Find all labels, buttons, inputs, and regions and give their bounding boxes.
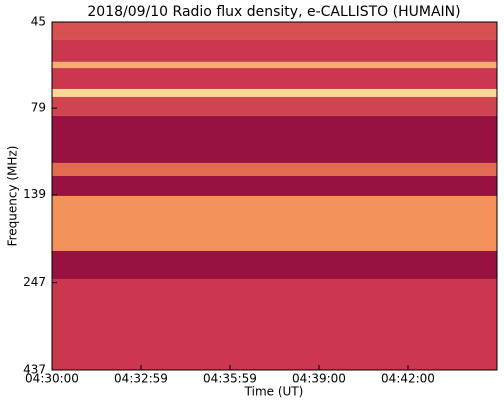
x-tick-label: 04:39:00: [292, 372, 346, 386]
spectrogram-band: [52, 22, 497, 40]
spectrogram-band: [52, 162, 497, 176]
y-tick-label: 45: [31, 15, 46, 29]
x-tick-label: 04:32:59: [114, 372, 168, 386]
y-tick-label: 247: [23, 275, 46, 289]
chart-title: 2018/09/10 Radio flux density, e-CALLIST…: [87, 4, 460, 20]
x-tick-label: 04:30:00: [25, 372, 79, 386]
spectrogram-band: [52, 279, 497, 370]
x-axis-label: Time (UT): [244, 385, 304, 399]
x-tick-label: 04:35:59: [203, 372, 257, 386]
y-axis-label: Frequency (MHz): [6, 146, 20, 247]
spectrogram-band: [52, 250, 497, 280]
y-tick-label: 139: [23, 187, 46, 201]
spectrogram-band: [52, 39, 497, 62]
spectrogram-band: [52, 61, 497, 69]
plot-frame: [51, 21, 498, 371]
y-tick-label: 437: [23, 363, 46, 377]
y-tick-label: 79: [31, 101, 46, 115]
spectrogram-band: [52, 175, 497, 196]
spectrogram-band: [52, 88, 497, 97]
spectrogram-band: [52, 195, 497, 251]
spectrogram-band: [52, 68, 497, 89]
plot-area: [52, 22, 497, 370]
x-tick-label: 04:42:00: [381, 372, 435, 386]
spectrogram-band: [52, 115, 497, 163]
spectrogram-band: [52, 96, 497, 116]
